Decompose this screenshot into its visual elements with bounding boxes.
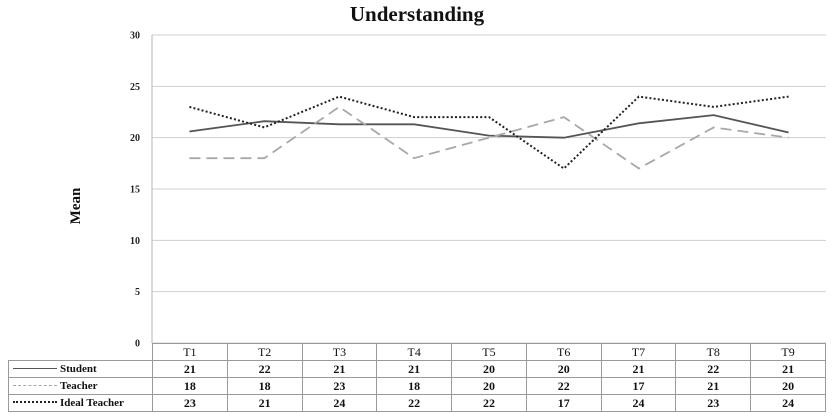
legend-label: Student (60, 363, 97, 375)
x-tick-label: T9 (750, 343, 826, 361)
x-tick-label: T4 (376, 343, 453, 361)
table-row: Student 21 22 21 21 20 20 21 22 21 (8, 360, 826, 378)
legend-label: Teacher (60, 380, 98, 392)
x-tick-label: T5 (451, 343, 527, 361)
data-label: 22 (376, 394, 453, 412)
data-label: 21 (675, 377, 752, 395)
y-tick-label: 5 (135, 287, 140, 298)
data-label: 22 (675, 360, 752, 378)
table-row: Ideal Teacher 23 21 24 22 22 17 24 23 24 (8, 394, 826, 412)
legend-entry: Student (8, 360, 153, 378)
data-label: 24 (301, 394, 378, 412)
y-tick-label: 10 (130, 236, 140, 247)
legend-swatch (13, 401, 57, 404)
data-label: 23 (152, 394, 228, 412)
series-lines (189, 95, 789, 170)
gridlines (151, 34, 826, 344)
data-label: 23 (301, 377, 378, 395)
data-label: 18 (226, 377, 303, 395)
table-header-row: T1 T2 T3 T4 T5 T6 T7 T8 T9 (8, 343, 826, 361)
data-label: 21 (301, 360, 378, 378)
series-line-student (189, 114, 789, 139)
x-tick-label: T2 (226, 343, 303, 361)
data-label: 21 (750, 360, 826, 378)
data-label: 17 (600, 377, 677, 395)
data-label: 20 (451, 377, 527, 395)
legend-entry: Ideal Teacher (8, 394, 153, 412)
data-label: 22 (525, 377, 602, 395)
data-label: 23 (675, 394, 752, 412)
data-label: 21 (376, 360, 453, 378)
series-line-ideal-teacher (189, 95, 789, 170)
data-label: 24 (600, 394, 677, 412)
data-label: 21 (600, 360, 677, 378)
y-tick-label: 15 (130, 185, 140, 196)
data-label: 20 (750, 377, 826, 395)
x-tick-label: T1 (152, 343, 228, 361)
y-tick-label: 20 (130, 133, 140, 144)
data-label: 22 (451, 394, 527, 412)
data-label: 20 (525, 360, 602, 378)
data-table: T1 T2 T3 T4 T5 T6 T7 T8 T9 Student 21 22 21 21 20 20 21 2… (8, 343, 826, 412)
x-tick-label: T8 (675, 343, 752, 361)
data-label: 21 (152, 360, 228, 378)
table-row: Teacher 18 18 23 18 20 22 17 21 20 (8, 377, 826, 395)
data-label: 17 (525, 394, 602, 412)
table-corner (8, 343, 153, 361)
legend-swatch (13, 384, 57, 386)
data-label: 21 (226, 394, 303, 412)
x-tick-label: T3 (301, 343, 378, 361)
x-tick-label: T7 (600, 343, 677, 361)
data-label: 22 (226, 360, 303, 378)
legend-entry: Teacher (8, 377, 153, 395)
y-tick-label: 30 (130, 31, 140, 42)
legend-swatch (13, 367, 57, 369)
data-label: 20 (451, 360, 527, 378)
y-axis-label: Mean (68, 187, 84, 224)
y-tick-label: 25 (130, 82, 140, 93)
data-label: 24 (750, 394, 826, 412)
x-tick-label: T6 (525, 343, 602, 361)
data-label: 18 (376, 377, 453, 395)
data-label: 18 (152, 377, 228, 395)
series-line-teacher (189, 105, 789, 170)
legend-label: Ideal Teacher (60, 397, 124, 409)
chart-title: Understanding (349, 2, 485, 26)
